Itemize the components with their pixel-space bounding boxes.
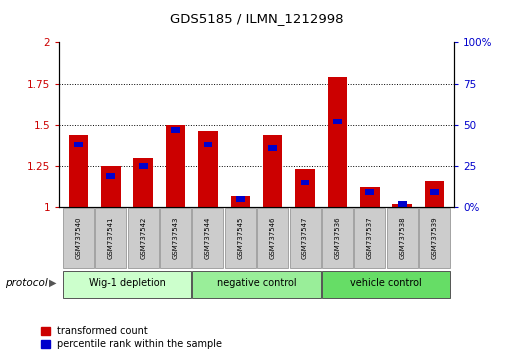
FancyBboxPatch shape: [128, 208, 159, 268]
Text: GSM737538: GSM737538: [399, 217, 405, 259]
Text: GSM737537: GSM737537: [367, 217, 373, 259]
Bar: [139, 163, 148, 169]
FancyBboxPatch shape: [192, 270, 321, 298]
Bar: [295, 169, 315, 207]
FancyBboxPatch shape: [192, 208, 224, 268]
Bar: [171, 127, 180, 133]
FancyBboxPatch shape: [160, 208, 191, 268]
Bar: [101, 166, 121, 207]
Text: Wig-1 depletion: Wig-1 depletion: [89, 279, 165, 289]
Bar: [204, 142, 212, 147]
Text: GSM737543: GSM737543: [172, 217, 179, 259]
Text: GSM737547: GSM737547: [302, 217, 308, 259]
Bar: [425, 181, 444, 207]
Bar: [236, 196, 245, 202]
Text: GDS5185 / ILMN_1212998: GDS5185 / ILMN_1212998: [170, 12, 343, 25]
Bar: [392, 204, 412, 207]
Text: GSM737536: GSM737536: [334, 217, 341, 259]
FancyBboxPatch shape: [63, 208, 94, 268]
Text: protocol: protocol: [5, 278, 48, 287]
FancyBboxPatch shape: [63, 270, 191, 298]
Bar: [333, 119, 342, 124]
Text: GSM737541: GSM737541: [108, 217, 114, 259]
Bar: [231, 195, 250, 207]
Bar: [360, 187, 380, 207]
Bar: [268, 145, 277, 151]
FancyBboxPatch shape: [257, 208, 288, 268]
Bar: [430, 189, 439, 195]
FancyBboxPatch shape: [322, 208, 353, 268]
Bar: [166, 125, 185, 207]
Bar: [365, 189, 374, 195]
FancyBboxPatch shape: [289, 208, 321, 268]
FancyBboxPatch shape: [387, 208, 418, 268]
Legend: transformed count, percentile rank within the sample: transformed count, percentile rank withi…: [41, 326, 222, 349]
Bar: [263, 135, 282, 207]
Bar: [301, 179, 309, 185]
Bar: [74, 142, 83, 147]
Text: GSM737539: GSM737539: [431, 217, 438, 259]
Text: GSM737544: GSM737544: [205, 217, 211, 259]
FancyBboxPatch shape: [95, 208, 126, 268]
Bar: [328, 77, 347, 207]
Text: GSM737545: GSM737545: [238, 217, 243, 259]
FancyBboxPatch shape: [322, 270, 450, 298]
Text: negative control: negative control: [216, 279, 297, 289]
FancyBboxPatch shape: [419, 208, 450, 268]
Bar: [133, 158, 153, 207]
FancyBboxPatch shape: [225, 208, 256, 268]
Bar: [69, 135, 88, 207]
Text: ▶: ▶: [49, 278, 56, 287]
Text: GSM737540: GSM737540: [75, 217, 82, 259]
Bar: [106, 173, 115, 179]
Text: GSM737542: GSM737542: [140, 217, 146, 259]
Bar: [398, 201, 407, 207]
FancyBboxPatch shape: [354, 208, 385, 268]
Text: GSM737546: GSM737546: [270, 217, 275, 259]
Bar: [198, 131, 218, 207]
Text: vehicle control: vehicle control: [350, 279, 422, 289]
